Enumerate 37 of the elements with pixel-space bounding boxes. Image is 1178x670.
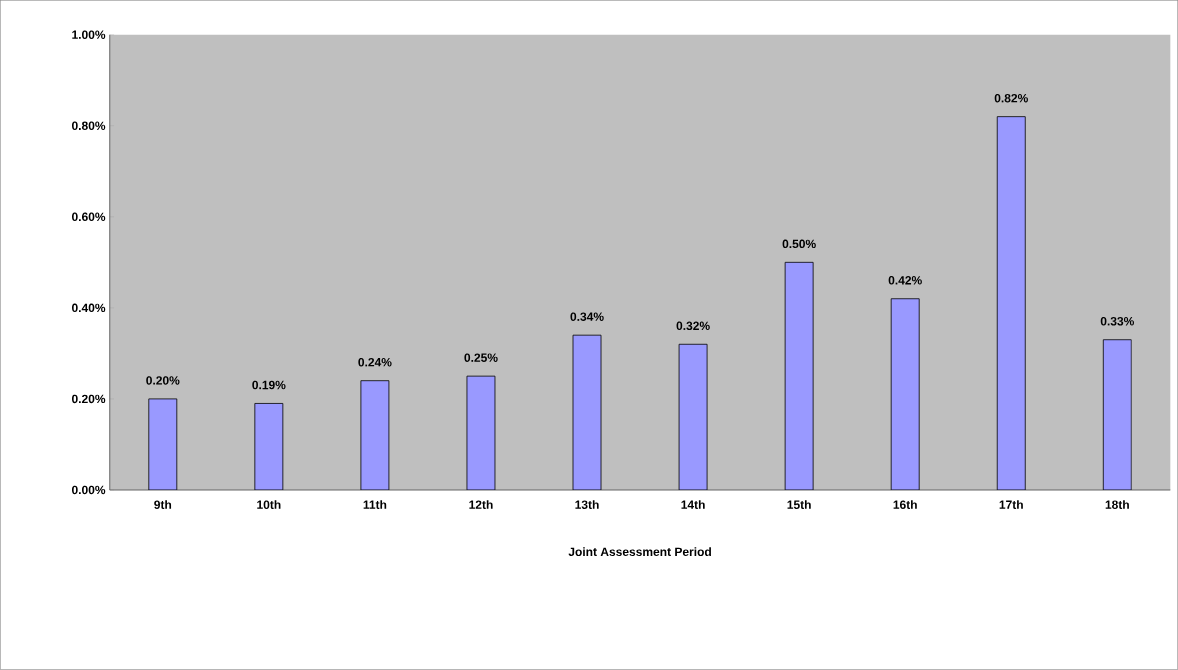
x-tick-label: 16th [893, 500, 917, 510]
bar [890, 298, 920, 491]
bar [1102, 339, 1132, 491]
x-tick-label: 14th [681, 500, 705, 510]
x-tick-label: 12th [469, 500, 493, 510]
x-tick-label: 11th [363, 500, 387, 510]
bar [360, 380, 390, 491]
y-tick-label: 0.80% [71, 121, 106, 131]
x-tick-label: 17th [999, 500, 1023, 510]
data-label: 0.32% [676, 321, 710, 331]
y-tick-label: 0.40% [71, 303, 106, 313]
bar [784, 262, 814, 491]
bar [678, 343, 708, 491]
x-tick-label: 9th [154, 500, 172, 510]
x-axis-title: Joint Assessment Period [568, 547, 711, 557]
bar [466, 375, 496, 491]
y-tick-label: 1.00% [72, 30, 106, 40]
y-tick-label: 0.00% [71, 485, 106, 495]
data-label: 0.34% [570, 312, 604, 322]
data-label: 0.42% [888, 276, 922, 285]
data-label: 0.24% [358, 358, 392, 367]
bar [254, 403, 284, 491]
data-label: 0.20% [146, 376, 180, 385]
data-label: 0.82% [994, 94, 1028, 103]
y-tick-label: 0.20% [71, 394, 106, 404]
x-tick-label: 13th [575, 500, 599, 510]
x-tick-label: 10th [257, 500, 281, 510]
data-label: 0.19% [252, 380, 286, 390]
y-tick-label: 0.60% [71, 212, 106, 222]
x-tick-label: 18th [1105, 500, 1129, 510]
data-label: 0.50% [782, 239, 816, 249]
data-label: 0.33% [1100, 317, 1134, 326]
data-label: 0.25% [464, 353, 498, 363]
x-tick-label: 15th [787, 500, 811, 510]
bar [572, 334, 602, 491]
bar [148, 398, 178, 491]
bar [996, 116, 1026, 491]
